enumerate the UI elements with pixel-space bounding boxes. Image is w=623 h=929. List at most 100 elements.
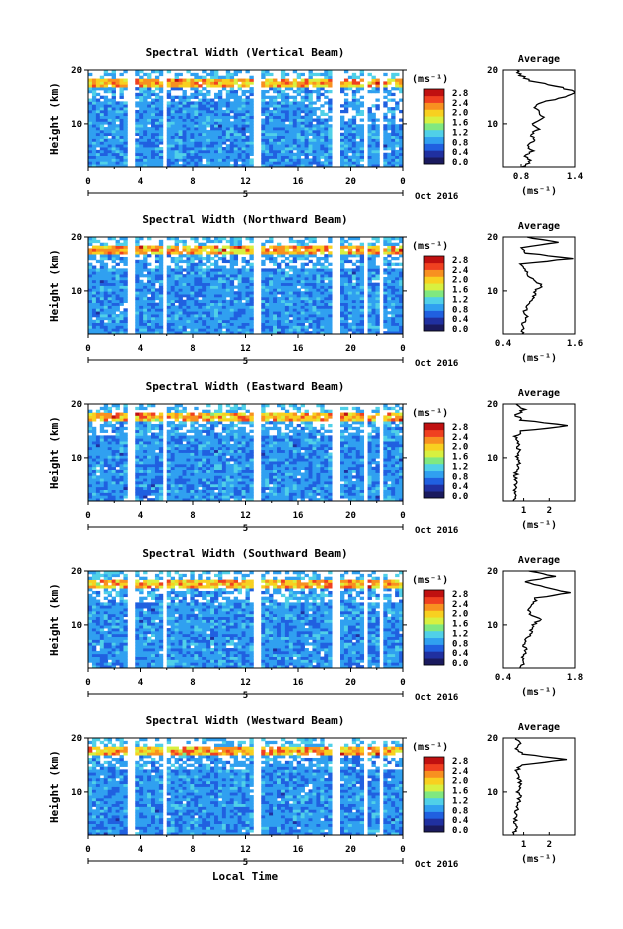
heatmap-cell [288, 149, 294, 154]
heatmap-cell [367, 149, 372, 154]
heatmap-cell [277, 282, 282, 286]
heatmap-cell [351, 274, 357, 278]
heatmap-cell [198, 294, 203, 298]
heatmap-cell [269, 498, 274, 502]
heatmap-cell [111, 254, 116, 258]
heatmap-cell [143, 328, 148, 332]
heatmap-cell [280, 81, 286, 85]
heatmap-cell [324, 265, 329, 269]
heatmap-cell [391, 268, 396, 272]
heatmap-cell [214, 75, 219, 79]
heatmap-cell [387, 268, 392, 272]
heatmap-cell [229, 158, 235, 162]
heatmap-cell [217, 294, 223, 298]
heatmap-cell [186, 475, 191, 479]
heatmap-cell [206, 115, 211, 119]
heatmap-cell [367, 112, 372, 117]
heatmap-cell [265, 322, 270, 326]
heatmap-cell [308, 248, 313, 252]
heatmap-cell [135, 274, 140, 278]
heatmap-cell [88, 251, 93, 255]
heatmap-cell [383, 288, 388, 292]
heatmap-cell [277, 89, 282, 94]
heatmap-cell [280, 118, 286, 122]
heatmap-cell [95, 115, 101, 119]
heatmap-cell [300, 296, 305, 301]
heatmap-cell [135, 127, 140, 131]
heatmap-cell [158, 138, 164, 142]
heatmap-cell [119, 314, 124, 318]
heatmap-cell [300, 251, 305, 255]
heatmap-cell [166, 164, 172, 168]
heatmap-cell [391, 112, 396, 117]
heatmap-cell [292, 299, 298, 304]
heatmap-cell [115, 483, 120, 488]
heatmap-cell [111, 152, 116, 156]
heatmap-cell [147, 107, 152, 111]
heatmap-cell [355, 124, 361, 128]
heatmap-cell [88, 328, 93, 332]
heatmap-cell [308, 259, 313, 264]
heatmap-cell [135, 121, 140, 125]
heatmap-cell [111, 237, 116, 241]
heatmap-cell [351, 129, 357, 134]
heatmap-cell [387, 92, 392, 97]
heatmap-cell [95, 78, 101, 82]
heatmap-cell [265, 291, 270, 295]
heatmap-cell [383, 138, 388, 142]
heatmap-cell [328, 84, 333, 88]
heatmap-cell [359, 314, 365, 318]
heatmap-cell [292, 271, 298, 275]
heatmap-cell [190, 296, 195, 301]
heatmap-cell [182, 311, 187, 315]
heatmap-cell [367, 109, 372, 114]
heatmap-cell [304, 291, 309, 295]
heatmap-cell [277, 279, 282, 284]
heatmap-cell [328, 239, 333, 244]
heatmap-cell [265, 248, 270, 252]
heatmap-cell [296, 92, 302, 97]
heatmap-cell [88, 469, 93, 473]
heatmap-cell [304, 161, 309, 165]
heatmap-cell [221, 81, 227, 85]
heatmap-cell [241, 328, 246, 332]
heatmap-cell [229, 242, 235, 246]
heatmap-cell [178, 256, 183, 261]
heatmap-cell [210, 121, 215, 125]
heatmap-cell [343, 254, 349, 258]
heatmap-cell [194, 492, 199, 496]
heatmap-cell [351, 291, 357, 295]
heatmap-cell [174, 95, 179, 99]
heatmap-cell [115, 498, 120, 502]
heatmap-cell [190, 481, 195, 485]
heatmap-cell [111, 328, 116, 332]
heatmap-cell [147, 245, 152, 249]
colorbar-frame [423, 255, 445, 332]
heatmap-cell [383, 262, 388, 266]
heatmap-cell [221, 87, 227, 91]
heatmap-cell [91, 237, 97, 241]
heatmap-cell [229, 296, 235, 301]
heatmap-cell [296, 138, 302, 142]
heatmap-cell [111, 251, 116, 255]
heatmap-cell [237, 121, 242, 125]
heatmap-cell [355, 305, 361, 309]
heatmap-cell [351, 124, 357, 128]
heatmap-cell [399, 109, 404, 114]
heatmap-cell [206, 78, 211, 82]
heatmap-cell [170, 112, 176, 117]
heatmap-cell [206, 138, 211, 142]
heatmap-cell [151, 89, 156, 94]
heatmap-cell [143, 121, 148, 125]
heatmap-cell [115, 248, 120, 252]
average-profile-line [515, 69, 576, 168]
heatmap-cell [383, 152, 388, 156]
heatmap-cell [182, 486, 187, 490]
heatmap-cell [190, 486, 195, 490]
heatmap-cell [391, 274, 396, 278]
heatmap-cell [107, 495, 113, 499]
heatmap-cell [151, 296, 156, 301]
heatmap-cell [237, 486, 242, 490]
heatmap-cell [245, 322, 250, 326]
heatmap-cell [206, 256, 211, 261]
